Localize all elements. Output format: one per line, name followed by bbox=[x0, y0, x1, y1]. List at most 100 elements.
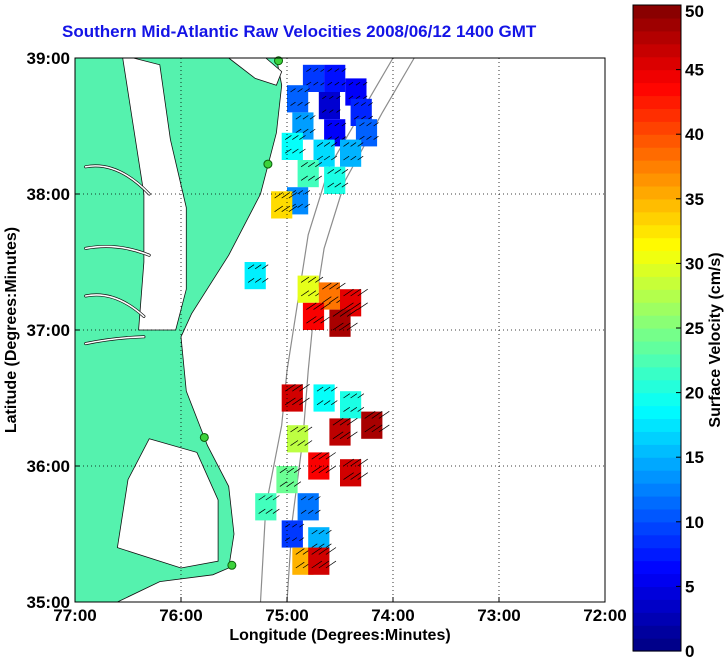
velocity-vector bbox=[343, 142, 350, 147]
velocity-vector bbox=[336, 282, 346, 290]
velocity-vector bbox=[334, 81, 340, 86]
colorbar-segment bbox=[633, 82, 681, 97]
velocity-vector bbox=[348, 95, 354, 100]
velocity-vector bbox=[304, 190, 311, 195]
velocity-vector bbox=[285, 397, 296, 406]
velocity-vector bbox=[323, 400, 331, 406]
velocity-vector bbox=[325, 465, 336, 474]
velocity-vector bbox=[308, 496, 314, 501]
colorbar-segment bbox=[633, 250, 681, 264]
velocity-cell bbox=[318, 92, 340, 120]
x-axis-label: Longitude (Degrees:Minutes) bbox=[229, 627, 450, 644]
x-tick-label: 76:00 bbox=[159, 606, 202, 625]
velocity-vector bbox=[318, 560, 330, 569]
y-tick-label: 39:00 bbox=[27, 49, 70, 68]
velocity-vector bbox=[315, 175, 322, 181]
velocity-vector bbox=[350, 155, 357, 161]
tick-labels: 77:00 76:00 75:00 74:00 73:00 72:00 39:00 38:00… bbox=[27, 49, 627, 625]
velocity-vector bbox=[332, 322, 344, 331]
y-tick-label: 37:00 bbox=[27, 321, 70, 340]
velocity-vector bbox=[292, 384, 303, 392]
velocity-vector bbox=[297, 203, 303, 208]
velocity-cell bbox=[255, 493, 277, 521]
velocity-vector bbox=[339, 322, 351, 331]
velocity-vector bbox=[290, 440, 299, 446]
velocity-vector bbox=[286, 467, 295, 474]
velocity-vector bbox=[299, 148, 306, 154]
velocity-vector bbox=[293, 481, 302, 487]
velocity-cell bbox=[297, 160, 319, 188]
velocity-vector bbox=[285, 135, 292, 140]
velocity-vector bbox=[339, 431, 351, 440]
velocity-vector bbox=[373, 135, 379, 140]
velocity-vector bbox=[371, 424, 383, 433]
colorbar-segment bbox=[633, 366, 681, 381]
velocity-vector bbox=[308, 290, 317, 297]
velocity-vector bbox=[318, 529, 325, 535]
colorbar-segment bbox=[633, 521, 681, 536]
velocity-vector bbox=[343, 288, 354, 297]
velocity-vector bbox=[300, 175, 308, 181]
velocity-vector bbox=[359, 122, 365, 127]
colorbar-segment bbox=[633, 573, 681, 587]
velocity-vector bbox=[247, 278, 255, 283]
velocity-vector bbox=[295, 561, 305, 569]
velocity-vector bbox=[299, 523, 305, 528]
velocity-vector bbox=[361, 115, 366, 120]
velocity-vector bbox=[274, 192, 283, 199]
velocity-vector bbox=[285, 523, 291, 528]
colorbar-segment bbox=[633, 276, 681, 290]
velocity-vector bbox=[299, 384, 310, 392]
colorbar-segment bbox=[633, 340, 681, 355]
colorbar-segment bbox=[633, 392, 681, 407]
velocity-vector bbox=[378, 424, 390, 433]
velocity-vector bbox=[304, 203, 311, 208]
colorbar-tick-label: 20 bbox=[685, 384, 704, 403]
velocity-vector bbox=[255, 278, 262, 283]
x-tick-label: 72:00 bbox=[583, 606, 626, 625]
velocity-vector bbox=[364, 411, 376, 419]
velocity-vector bbox=[300, 509, 307, 514]
colorbar-segment bbox=[633, 353, 681, 368]
velocity-cell bbox=[281, 384, 303, 412]
velocity-vector bbox=[292, 148, 299, 154]
velocity-vector bbox=[339, 309, 351, 317]
colorbar-segment bbox=[633, 30, 681, 45]
velocity-vector bbox=[348, 82, 354, 86]
colorbar-segment bbox=[633, 379, 681, 394]
velocity-vector bbox=[265, 495, 273, 501]
velocity-vector bbox=[306, 302, 317, 310]
velocity-vector bbox=[331, 400, 338, 406]
velocity-cell bbox=[281, 132, 303, 160]
velocity-cell bbox=[355, 119, 378, 147]
velocity-vector bbox=[308, 509, 314, 514]
y-tick-label: 38:00 bbox=[27, 185, 70, 204]
velocity-vector bbox=[346, 322, 358, 331]
colorbar-segment bbox=[633, 508, 681, 523]
velocity-vector bbox=[322, 282, 332, 290]
velocity-vector bbox=[361, 102, 366, 106]
velocity-vector bbox=[311, 452, 322, 460]
velocity-vector bbox=[293, 467, 302, 474]
velocity-vector bbox=[332, 417, 344, 426]
velocity-vector bbox=[322, 296, 332, 304]
velocity-vector bbox=[288, 205, 298, 212]
colorbar-segment bbox=[633, 69, 681, 84]
velocity-cell bbox=[297, 493, 319, 521]
velocity-vector bbox=[329, 95, 334, 100]
velocity-vector bbox=[350, 407, 358, 412]
velocity-cell bbox=[244, 262, 266, 290]
velocity-vector bbox=[309, 128, 316, 134]
velocity-vector bbox=[325, 543, 332, 548]
velocity-vector bbox=[327, 182, 335, 188]
colorbar-tick-label: 5 bbox=[685, 577, 694, 596]
velocity-vector bbox=[327, 136, 332, 140]
hf-radar-station bbox=[274, 56, 284, 66]
velocity-cell bbox=[329, 418, 351, 446]
velocity-vector bbox=[311, 465, 322, 474]
colorbar-segment bbox=[633, 211, 681, 226]
velocity-cell bbox=[287, 425, 309, 453]
colorbar-label: Surface Velocity (cm/s) bbox=[707, 252, 724, 427]
velocity-vector bbox=[297, 426, 306, 433]
colorbar-segment bbox=[633, 457, 681, 471]
